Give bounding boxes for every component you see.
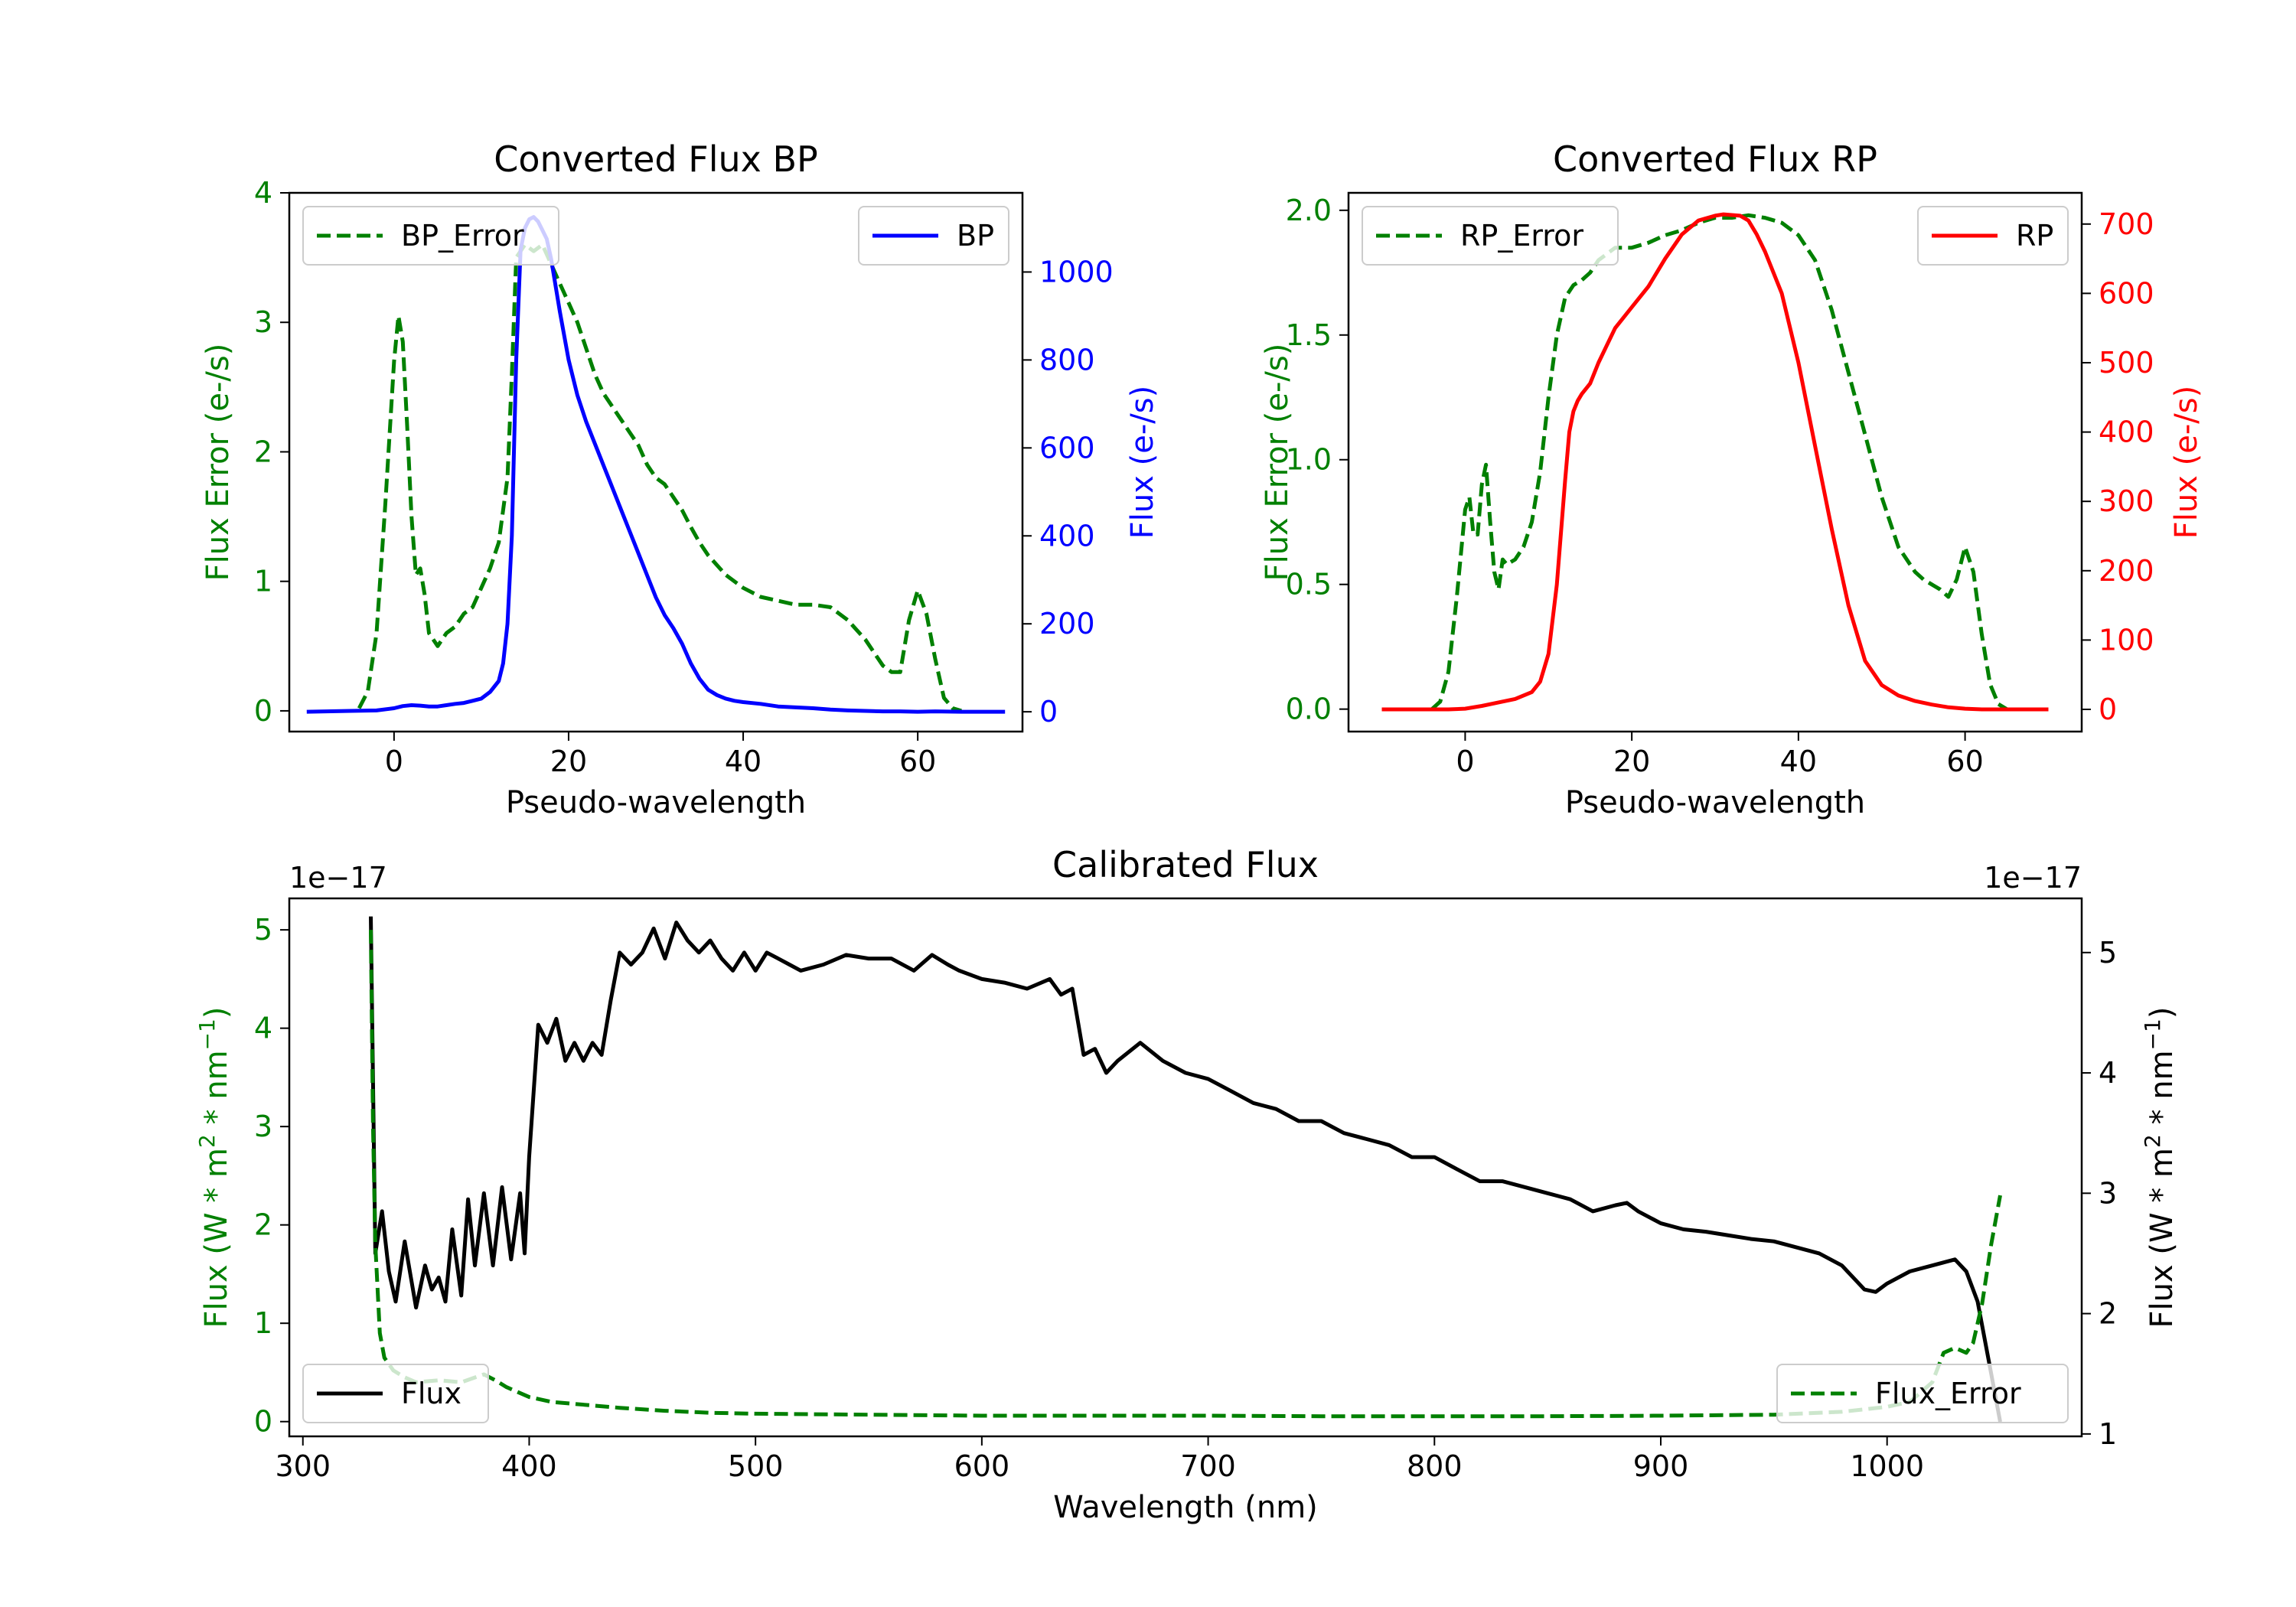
left-y-tick-label: 3 [254,305,272,339]
series-line-flux [369,916,2002,1423]
x-tick-label: 20 [1613,745,1650,778]
chart-calibrated-flux: 300 400 500 600 700 800 900 1000 0 1 2 3 4 5 1 2 3 4 5 Cali… [194,844,2180,1525]
chart-converted-flux-rp: 0 20 40 60 0.0 0.5 1.0 1.5 2.0 0 100 200 300 400 500 60… [1260,139,2204,820]
superscript: −1 [2140,1019,2165,1050]
legend-box [302,206,559,266]
right-y-tick-label: 3 [2099,1176,2117,1210]
series-line-bp [306,215,1006,714]
right-y-tick-label: 800 [1039,343,1095,376]
right-y-tick-label: 500 [2099,346,2154,380]
x-tick-label: 0 [1456,745,1474,778]
x-tick-label: 600 [954,1449,1010,1483]
right-y-tick-label: 1 [2099,1417,2117,1451]
x-tick-label: 400 [501,1449,557,1483]
left-y-tick-label: 0.0 [1286,693,1332,726]
superscript: −1 [194,1019,220,1050]
left-y-axis-label: Flux Error (e-/s) [1260,344,1295,582]
right-y-axis-label: Flux (W * m2 * nm−1) [2140,1007,2180,1328]
right-y-tick-label: 600 [1039,431,1095,464]
x-tick-label: 20 [550,745,587,778]
legend-bp-error: BP_Error [302,206,559,266]
plot-frame [288,897,2083,1438]
superscript: 2 [2140,1134,2165,1148]
x-tick-label: 900 [1633,1449,1689,1483]
series-line-rp-error [1430,213,2008,711]
x-tick-label: 300 [275,1449,331,1483]
legend-box [1776,1364,2069,1423]
right-y-tick-label: 5 [2099,936,2117,970]
left-y-tick-label: 1 [254,565,272,598]
right-y-tick-label: 1000 [1039,255,1114,288]
right-y-axis-label: Flux (e-/s) [1125,386,1160,539]
left-axis-offset-text: 1e−17 [289,861,387,895]
legend-box [302,1364,489,1423]
legend-box [1362,206,1619,266]
right-y-tick-label: 200 [2099,554,2154,588]
right-y-tick-label: 700 [2099,207,2154,241]
left-y-tick-label: 0 [254,1405,272,1439]
left-y-tick-label: 2 [254,1208,272,1242]
right-y-axis-label: Flux (e-/s) [2169,386,2204,539]
x-tick-label: 800 [1407,1449,1463,1483]
right-y-tick-label: 4 [2099,1056,2117,1090]
series-line-bp-error [357,243,962,713]
plot-frame [288,191,1024,733]
x-tick-label: 700 [1180,1449,1236,1483]
x-tick-label: 40 [725,745,762,778]
left-y-tick-label: 3 [254,1110,272,1143]
left-y-tick-label: 4 [254,1012,272,1045]
chart-title: Converted Flux RP [1553,139,1877,180]
legend-flux: Flux [302,1364,489,1423]
x-tick-label: 60 [899,745,936,778]
x-tick-label: 500 [728,1449,784,1483]
right-y-tick-label: 0 [2099,693,2117,726]
left-y-axis-label: Flux (W * m2 * nm−1) [194,1007,235,1328]
right-axis-offset-text: 1e−17 [1984,861,2082,895]
x-axis-label: Wavelength (nm) [1053,1490,1318,1525]
right-y-tick-label: 300 [2099,484,2154,518]
x-tick-label: 1000 [1850,1449,1924,1483]
left-y-tick-label: 2.0 [1286,194,1332,227]
right-y-tick-label: 100 [2099,623,2154,657]
x-tick-label: 60 [1946,745,1983,778]
left-y-tick-label: 0 [254,694,272,728]
left-y-tick-label: 0.5 [1286,568,1332,601]
superscript: 2 [194,1134,220,1148]
right-y-tick-label: 400 [1039,519,1095,553]
legend-rp-error: RP_Error [1362,206,1619,266]
legend-label: Flux_Error [1875,1377,2021,1410]
right-y-tick-label: 400 [2099,416,2154,449]
x-axis-label: Pseudo-wavelength [506,785,806,820]
left-y-tick-label: 2 [254,435,272,468]
right-y-tick-label: 0 [1039,695,1058,729]
left-y-tick-label: 1.0 [1286,443,1332,477]
legend-label: RP [2016,219,2053,253]
x-tick-label: 0 [385,745,403,778]
x-axis-label: Pseudo-wavelength [1565,785,1865,820]
series-line-rp [1381,212,2049,712]
legend-label: BP_Error [401,219,524,253]
legend-flux-error: Flux_Error [1776,1364,2069,1423]
left-y-tick-label: 5 [254,913,272,947]
chart-title: Calibrated Flux [1052,844,1319,885]
chart-title: Converted Flux BP [494,139,818,180]
right-y-tick-label: 600 [2099,276,2154,310]
left-y-axis-label: Flux Error (e-/s) [201,344,236,582]
left-y-tick-label: 4 [254,176,272,210]
legend-bp: BP [858,206,1009,266]
right-y-tick-label: 200 [1039,607,1095,641]
plot-frame [1347,191,2083,733]
legend-label: RP_Error [1460,219,1583,253]
left-y-tick-label: 1 [254,1306,272,1340]
legend-label: Flux [401,1377,461,1410]
left-y-tick-label: 1.5 [1286,318,1332,352]
x-tick-label: 40 [1780,745,1817,778]
right-y-tick-label: 2 [2099,1297,2117,1331]
legend-label: BP [957,219,994,253]
legend-rp: RP [1917,206,2069,266]
